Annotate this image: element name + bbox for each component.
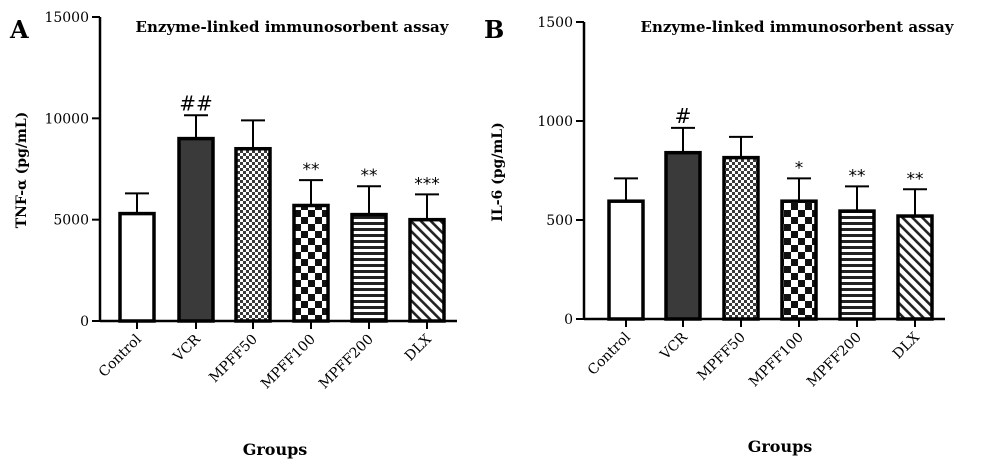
y-tick-label: 0 [564,312,573,328]
x-tick-label: DLX [890,329,923,362]
chart-panel-a: A Enzyme-linked immunosorbent assay TNF-… [9,10,457,459]
bar-dlx [408,217,446,323]
x-tick-label: VCR [657,329,692,364]
bar-mpff100 [292,203,330,323]
bar-mpff50 [234,146,272,323]
chart-panel-b: B Enzyme-linked immunosorbent assay IL-6… [484,15,955,456]
x-tick-label: DLX [402,331,435,364]
x-tick-label: MPFF100 [258,332,319,393]
x-tick-label: VCR [170,331,205,366]
bar-control [118,211,156,323]
x-tick-label: MPFF50 [206,332,260,386]
significance-label: ** [907,169,924,189]
y-tick-label: 500 [546,213,573,229]
x-tick-label: MPFF100 [746,330,807,391]
y-tick-label: 10000 [44,111,89,127]
bar-dlx [896,214,934,321]
x-tick-label: Control [585,329,634,378]
bar-mpff50 [722,155,760,321]
bar-group: ##** ** *** [118,91,446,323]
x-tick-label: MPFF200 [804,330,865,391]
x-tick-label: Control [96,331,145,380]
y-tick-label: 5000 [53,213,89,229]
x-tick-label: MPFF200 [316,332,377,393]
panel-letter: A [9,15,29,44]
bar-mpff200 [838,209,876,321]
x-axis-label: Groups [243,440,308,459]
y-tick-label: 0 [80,314,89,330]
significance-label: *** [414,174,440,194]
y-tick-label: 1000 [537,114,573,130]
y-axis-label: IL-6 (pg/mL) [490,122,506,221]
bar-group: #* ** ** [607,104,934,321]
bar-mpff100 [780,199,818,321]
chart-title: Enzyme-linked immunosorbent assay [641,18,955,36]
y-axis-label: TNF-α (pg/mL) [14,112,30,229]
significance-label: ** [849,166,866,186]
significance-label: * [795,158,804,178]
bar-mpff200 [350,212,388,323]
significance-label: ** [361,166,378,186]
significance-label: ## [179,91,213,115]
bar-vcr [177,136,215,323]
y-tick-label: 1500 [537,15,573,31]
x-tick-label: MPFF50 [694,330,748,384]
significance-label: ** [303,160,320,180]
panel-letter: B [484,15,504,44]
y-tick-label: 15000 [44,10,89,26]
x-axis-label: Groups [748,437,813,456]
chart-title: Enzyme-linked immunosorbent assay [136,18,450,36]
bar-vcr [664,150,702,321]
bar-control [607,199,645,321]
significance-label: # [675,104,692,128]
